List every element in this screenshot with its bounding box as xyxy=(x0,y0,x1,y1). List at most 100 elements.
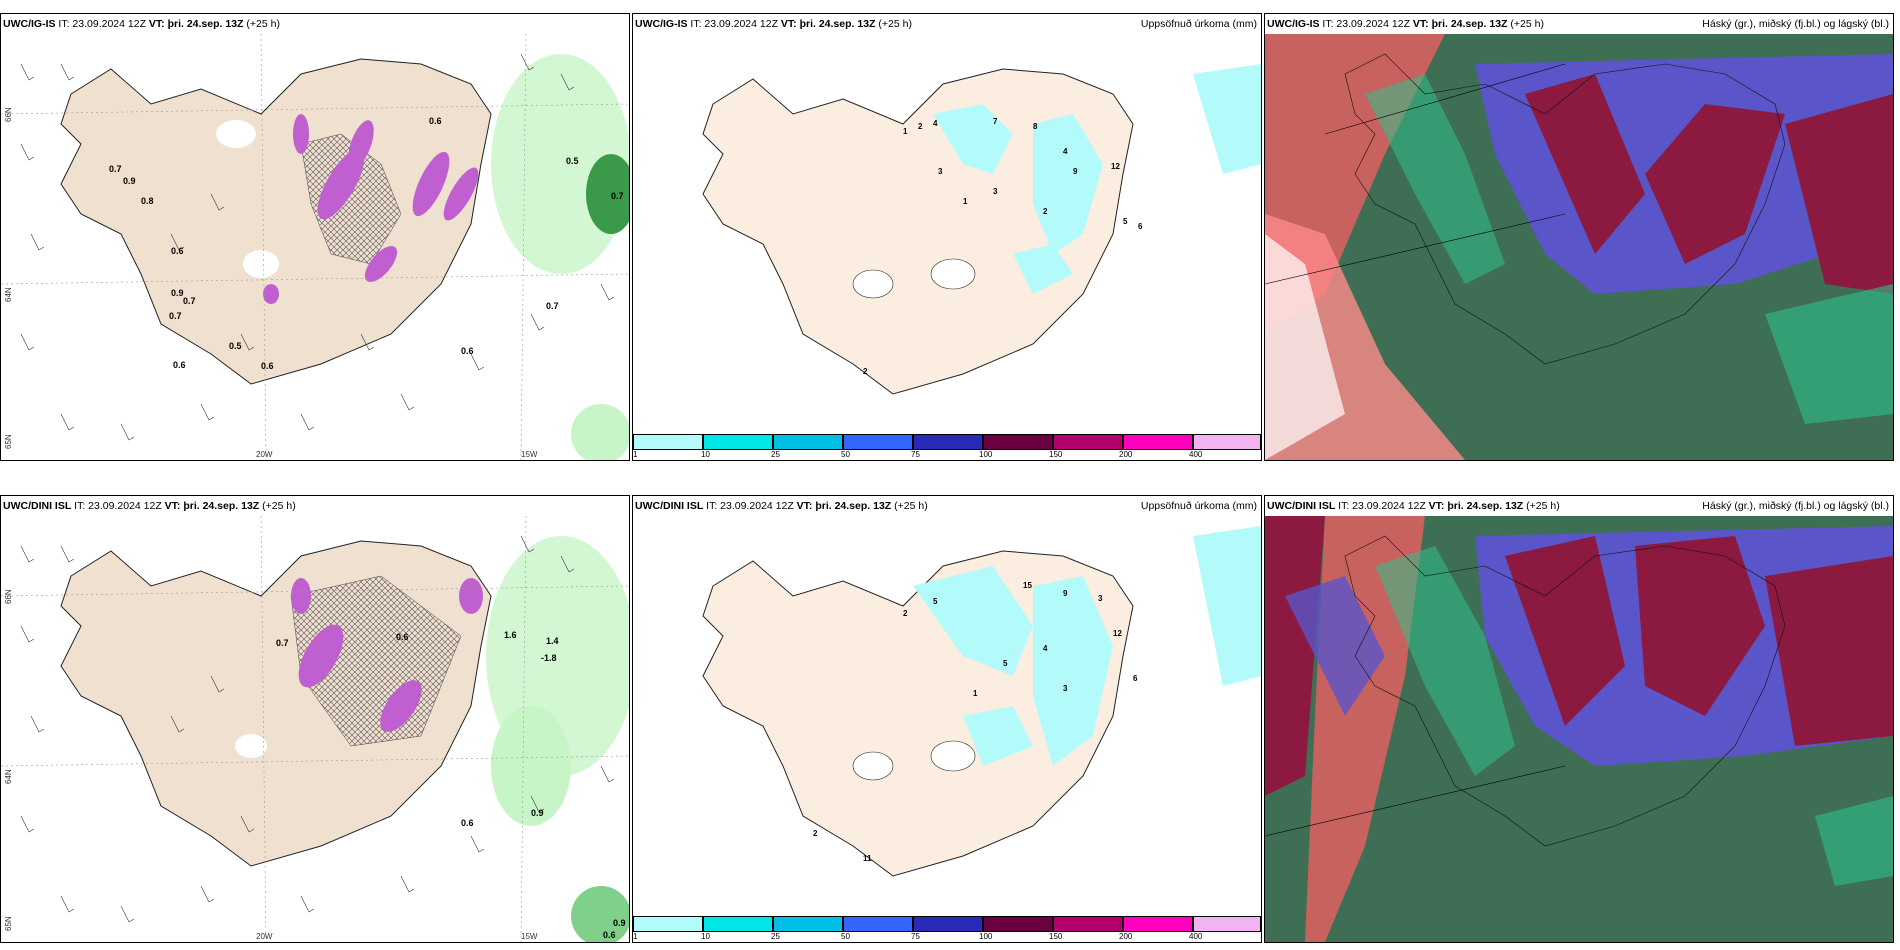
lon-label: 20W xyxy=(256,932,273,941)
max-label: 0.9 xyxy=(531,808,544,818)
precip-value: 3 xyxy=(993,187,998,196)
panel-dini-precip: UWC/DINI ISL IT: 23.09.2024 12Z VT: þri.… xyxy=(632,495,1262,943)
lat-label: 64N xyxy=(4,769,13,784)
lat-label: 64N xyxy=(4,287,13,302)
precip-value: 1 xyxy=(973,689,978,698)
precip-value: 3 xyxy=(938,167,943,176)
colorbar-swatch xyxy=(913,434,983,450)
precip-value: 7 xyxy=(993,117,998,126)
precip-map: 2 5 15 9 3 12 6 4 1 3 11 2 5 xyxy=(633,516,1261,916)
colorbar-swatch xyxy=(843,434,913,450)
precip-value: 9 xyxy=(1063,589,1068,598)
colorbar-swatch xyxy=(1053,434,1123,450)
precip-value: 12 xyxy=(1113,629,1122,638)
colorbar-swatch xyxy=(1193,434,1261,450)
colorbar-tick: 75 xyxy=(911,450,920,459)
colorbar-tick: 25 xyxy=(771,932,780,941)
colorbar-tick: 100 xyxy=(979,932,993,941)
lat-label: 66N xyxy=(4,107,13,122)
wind-barbs xyxy=(20,53,615,441)
max-label: 0.6 xyxy=(396,632,409,642)
colorbar-swatch xyxy=(773,916,843,932)
max-label: 1.6 xyxy=(504,630,517,640)
precip-value: 6 xyxy=(1133,674,1138,683)
precip-value: 5 xyxy=(1123,217,1128,226)
max-precip-labels: 0.7 0.9 0.8 0.6 0.9 0.7 0.7 0.6 0.5 0.6 … xyxy=(109,116,624,371)
colorbar-tick: 1 xyxy=(633,450,638,459)
max-label: 0.7 xyxy=(611,191,624,201)
max-label: 0.6 xyxy=(603,930,616,940)
max-label: 0.9 xyxy=(171,288,184,298)
panel-igis-wind: UWC/IG-IS IT: 23.09.2024 12Z VT: þri. 24… xyxy=(0,13,630,461)
colorbar-swatch xyxy=(773,434,843,450)
colorbar-swatch xyxy=(1123,434,1193,450)
precip-value: 3 xyxy=(1063,684,1068,693)
lon-label: 15W xyxy=(521,450,538,459)
colorbar-tick: 150 xyxy=(1049,932,1063,941)
lat-label: 65N xyxy=(4,916,13,931)
precip-value: 2 xyxy=(918,122,923,131)
precip-value: 1 xyxy=(903,127,908,136)
colorbar-swatch xyxy=(1053,916,1123,932)
colorbar-swatch xyxy=(983,916,1053,932)
colorbar-tick: 10 xyxy=(701,932,710,941)
precip-value: 5 xyxy=(1003,659,1008,668)
precip-value: 11 xyxy=(863,854,872,863)
colorbar-tick: 75 xyxy=(911,932,920,941)
lon-label: 15W xyxy=(521,932,538,941)
precip-value: 5 xyxy=(933,597,938,606)
precip-labels: 1 2 4 3 7 8 4 2 1 3 12 5 6 9 2 xyxy=(863,117,1143,376)
panel-header: UWC/DINI ISL IT: 23.09.2024 12Z VT: þri.… xyxy=(1267,500,1889,512)
colorbar-swatch xyxy=(703,434,773,450)
max-label: 0.6 xyxy=(171,246,184,256)
colorbar-tick: 1 xyxy=(633,932,638,941)
precip-value: 6 xyxy=(1138,222,1143,231)
max-label: 0.9 xyxy=(123,176,136,186)
panel-dini-clouds: UWC/DINI ISL IT: 23.09.2024 12Z VT: þri.… xyxy=(1264,495,1894,943)
precip-value: 3 xyxy=(1098,594,1103,603)
wind-precip-map: 0.7 0.6 1.4 1.6 -1.8 0.6 0.9 0.9 0.6 xyxy=(1,516,629,942)
max-label: 0.8 xyxy=(141,196,154,206)
max-label: 0.6 xyxy=(261,361,274,371)
panel-header: UWC/DINI ISL IT: 23.09.2024 12Z VT: þri.… xyxy=(635,500,1257,512)
precip-value: 9 xyxy=(1073,167,1078,176)
max-label: -1.8 xyxy=(541,653,557,663)
max-precip-labels: 0.7 0.6 1.4 1.6 -1.8 0.6 0.9 0.9 0.6 xyxy=(276,630,626,940)
max-label: 0.5 xyxy=(566,156,579,166)
panel-header: UWC/IG-IS IT: 23.09.2024 12Z VT: þri. 24… xyxy=(1267,18,1889,30)
max-label: 0.6 xyxy=(173,360,186,370)
panel-header: UWC/IG-IS IT: 23.09.2024 12Z VT: þri. 24… xyxy=(635,18,1257,30)
colorbar-swatch xyxy=(633,434,703,450)
max-label: 0.7 xyxy=(169,311,182,321)
colorbar-tick: 50 xyxy=(841,932,850,941)
precip-value: 2 xyxy=(863,367,868,376)
colorbar-tick: 400 xyxy=(1189,450,1203,459)
precip-value: 2 xyxy=(813,829,818,838)
colorbar-tick: 200 xyxy=(1119,932,1133,941)
max-label: 0.6 xyxy=(461,346,474,356)
precip-value: 15 xyxy=(1023,581,1032,590)
colorbar-swatch xyxy=(633,916,703,932)
precip-map: 1 2 4 3 7 8 4 2 1 3 12 5 6 9 2 xyxy=(633,34,1261,434)
colorbar-swatch xyxy=(703,916,773,932)
lon-label: 20W xyxy=(256,450,273,459)
max-label: 0.5 xyxy=(229,341,242,351)
cloud-map xyxy=(1265,34,1893,460)
panel-header: UWC/DINI ISL IT: 23.09.2024 12Z VT: þri.… xyxy=(3,500,296,512)
precip-value: 2 xyxy=(903,609,908,618)
max-label: 0.9 xyxy=(613,918,626,928)
colorbar-tick: 10 xyxy=(701,450,710,459)
colorbar-tick: 100 xyxy=(979,450,993,459)
precip-value: 1 xyxy=(963,197,968,206)
colorbar-tick: 25 xyxy=(771,450,780,459)
colorbar-tick: 400 xyxy=(1189,932,1203,941)
max-label: 0.7 xyxy=(546,301,559,311)
colorbar-swatch xyxy=(1193,916,1261,932)
colorbar-tick: 200 xyxy=(1119,450,1133,459)
max-label: 0.6 xyxy=(461,818,474,828)
panel-dini-wind: UWC/DINI ISL IT: 23.09.2024 12Z VT: þri.… xyxy=(0,495,630,943)
colorbar-swatch xyxy=(983,434,1053,450)
panel-header: UWC/IG-IS IT: 23.09.2024 12Z VT: þri. 24… xyxy=(3,18,280,30)
colorbar-swatch xyxy=(913,916,983,932)
precip-value: 4 xyxy=(1063,147,1068,156)
